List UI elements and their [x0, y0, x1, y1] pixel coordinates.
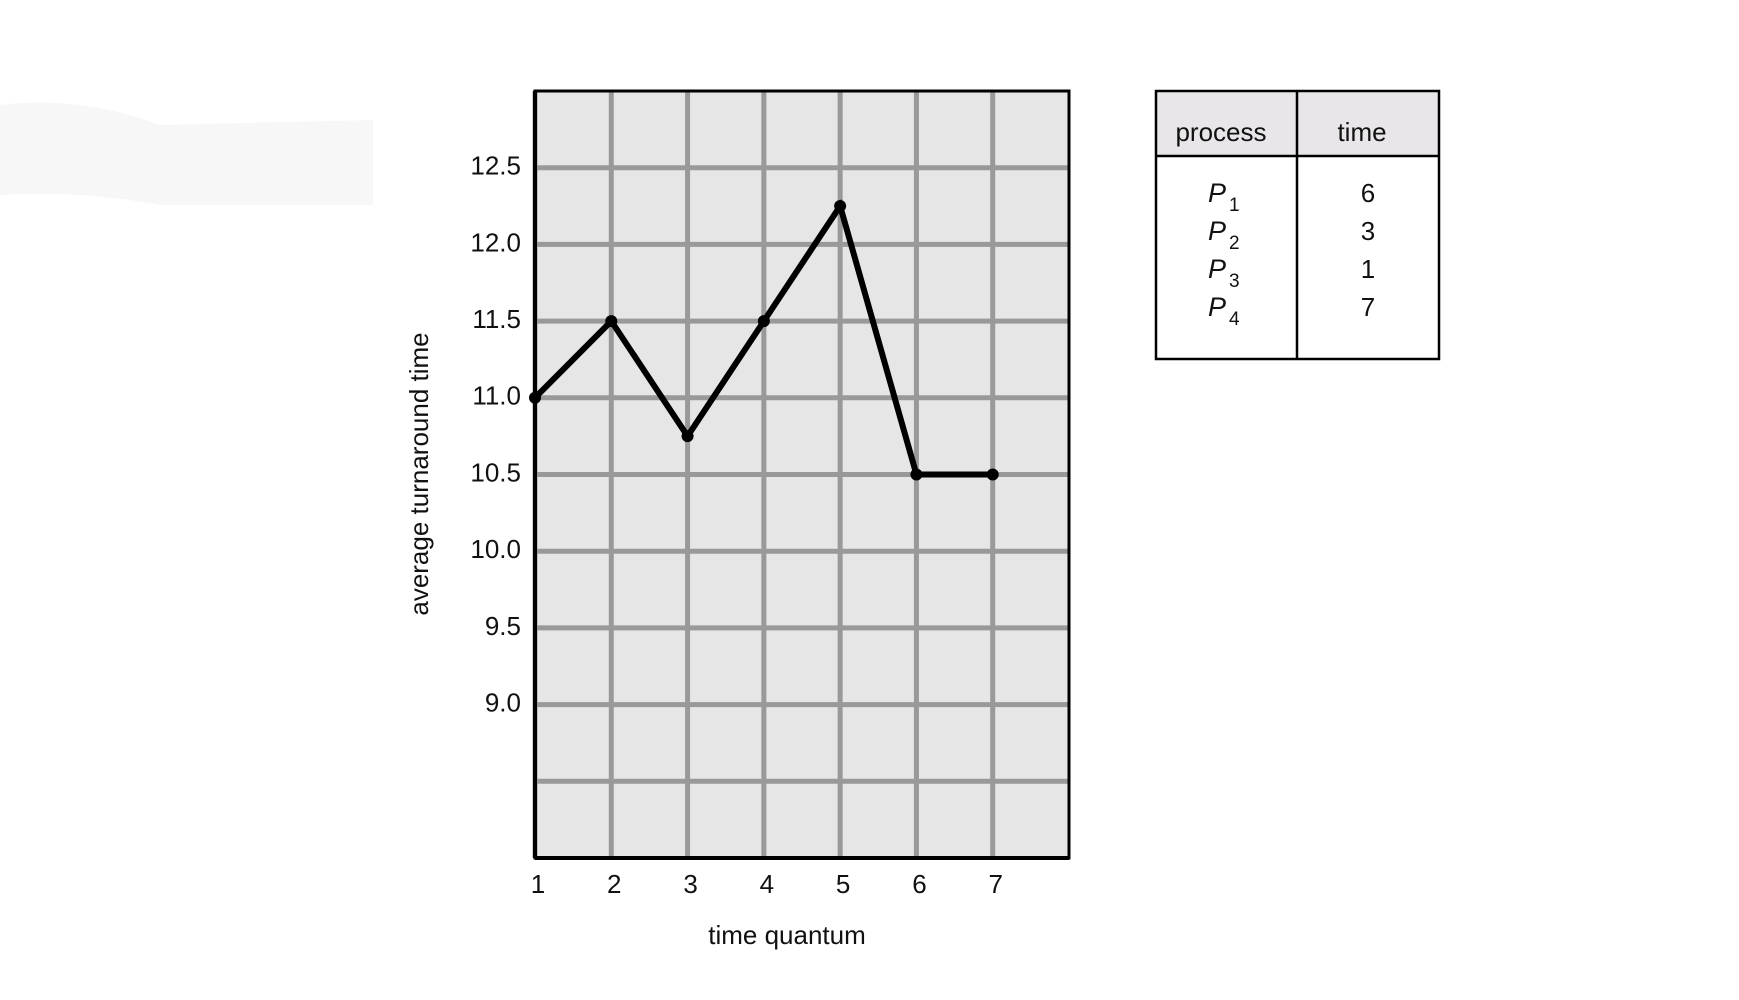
- y-tick-label: 10.0: [470, 534, 521, 564]
- process-time: 3: [1361, 216, 1375, 246]
- y-axis-label: average turnaround time: [404, 332, 434, 615]
- x-axis-label: time quantum: [708, 920, 866, 950]
- x-tick-label: 4: [760, 869, 774, 899]
- x-tick-label: 6: [912, 869, 926, 899]
- process-name: P: [1208, 292, 1226, 322]
- y-tick-label: 10.5: [470, 457, 521, 487]
- data-point: [681, 430, 694, 443]
- process-table: process time P 1 6P 2 3P 3 1P 4 7: [1154, 89, 1441, 361]
- y-tick-label: 11.5: [472, 304, 521, 334]
- y-tick-label: 11.0: [472, 381, 521, 411]
- process-index: 1: [1229, 195, 1240, 216]
- y-tick-label: 12.5: [470, 151, 521, 181]
- y-tick-label: 12.0: [470, 227, 521, 257]
- table-header: process: [1175, 117, 1266, 147]
- table-header: time: [1337, 117, 1386, 147]
- x-tick-label: 3: [683, 869, 697, 899]
- data-point: [529, 391, 541, 404]
- process-name: P: [1208, 178, 1226, 208]
- background-smudge: [0, 102, 373, 205]
- data-point: [834, 200, 847, 213]
- process-time: 7: [1361, 292, 1375, 322]
- process-index: 2: [1229, 233, 1240, 254]
- process-index: 4: [1229, 309, 1240, 330]
- x-tick-label: 2: [607, 869, 621, 899]
- y-tick-label: 9.5: [485, 611, 521, 641]
- process-index: 3: [1229, 271, 1240, 292]
- chart: 9.0 9.5 10.0 10.5 11.0 11.5 12.0 12.5 1 2 3 4 5 6 7 tim…: [404, 89, 1071, 950]
- y-tick-label: 9.0: [485, 687, 521, 717]
- data-point: [605, 315, 618, 328]
- x-tick-label: 5: [836, 869, 850, 899]
- process-name: P: [1208, 216, 1226, 246]
- process-time: 6: [1361, 178, 1375, 208]
- process-time: 1: [1361, 254, 1375, 284]
- x-tick-label: 1: [531, 869, 545, 899]
- x-tick-label: 7: [988, 869, 1002, 899]
- data-point: [986, 468, 999, 481]
- data-point: [757, 315, 770, 328]
- data-point: [910, 468, 923, 481]
- process-name: P: [1208, 254, 1226, 284]
